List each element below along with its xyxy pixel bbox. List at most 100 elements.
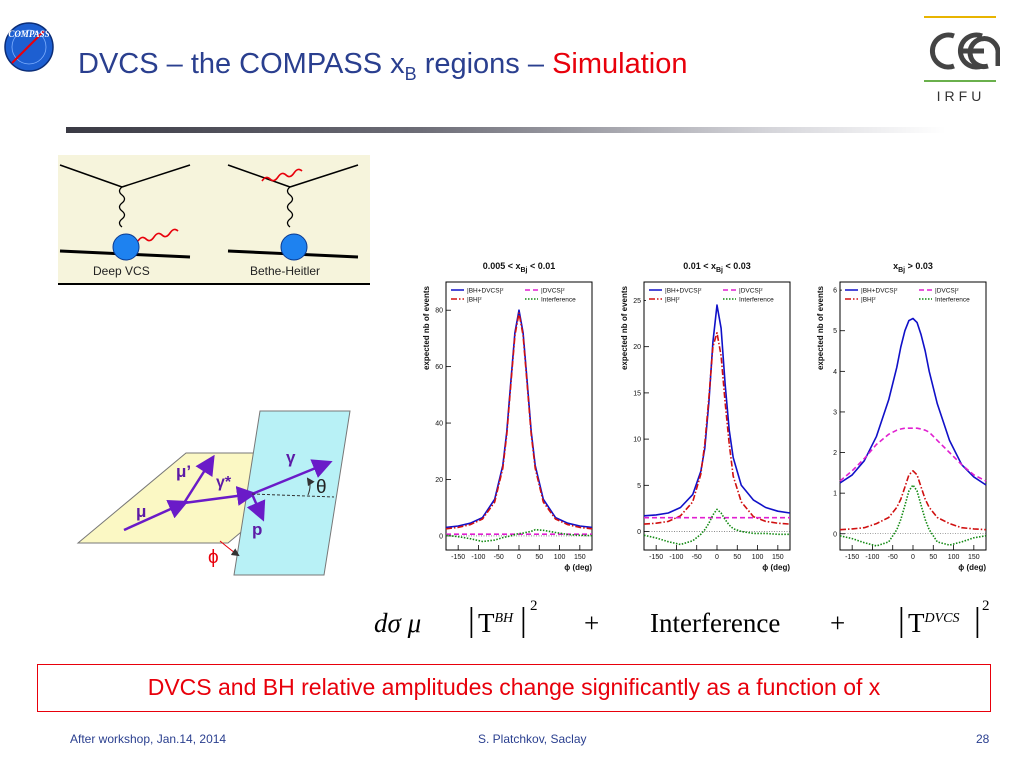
y-tick-label: 5 bbox=[637, 483, 641, 490]
legend-label-bh: |BH|² bbox=[665, 297, 680, 304]
formula-power-2: 2 bbox=[982, 598, 990, 614]
y-tick-label: 2 bbox=[833, 450, 837, 457]
formula-plus-2: + bbox=[830, 608, 846, 638]
phi-label: ϕ bbox=[208, 547, 219, 568]
y-tick-label: 20 bbox=[633, 344, 641, 351]
compass-logo-text: COMPASS bbox=[8, 29, 49, 39]
legend-label-interference: Interference bbox=[541, 297, 576, 304]
plot-title-end: < 0.01 bbox=[528, 261, 556, 271]
legend-label-bh: |BH|² bbox=[467, 297, 482, 304]
plot-title-end: < 0.03 bbox=[723, 261, 751, 271]
legend-box bbox=[646, 284, 788, 304]
legend-box bbox=[842, 284, 984, 304]
legend-label-interference: Interference bbox=[739, 297, 774, 304]
series-line-total bbox=[445, 309, 593, 529]
plot-title: 0.01 < xBj < 0.03 bbox=[683, 261, 751, 274]
series-line-bh bbox=[839, 470, 987, 531]
y-tick-label: 0 bbox=[637, 529, 641, 536]
y-tick-label: 60 bbox=[435, 364, 443, 371]
formula-plus-1: + bbox=[584, 608, 600, 638]
feynman-svg bbox=[59, 164, 359, 261]
series-line-bh bbox=[445, 312, 593, 530]
legend-label-interference: Interference bbox=[935, 297, 970, 304]
y-tick-label: 1 bbox=[833, 491, 837, 498]
title-mid: regions – bbox=[416, 48, 553, 80]
y-tick-label: 3 bbox=[833, 409, 837, 416]
plot-high-xbj: xBj > 0.03 -150 -100 -50 0 50 100 150 0 1 2 3 4 5 6 ϕ (… bbox=[814, 258, 994, 578]
legend-label-total: |BH+DVCS|² bbox=[665, 288, 702, 295]
series-line-total bbox=[839, 317, 987, 486]
abs-bar-4: | bbox=[974, 602, 981, 639]
title-highlight: Simulation bbox=[552, 48, 688, 80]
series-line-interference bbox=[643, 508, 790, 546]
deep-vcs-label: Deep VCS bbox=[93, 264, 150, 278]
x-tick-label: -150 bbox=[451, 554, 465, 561]
formula-lhs: dσ μ bbox=[374, 608, 422, 638]
abs-bar-2: | bbox=[520, 602, 527, 639]
y-tick-label: 25 bbox=[633, 298, 641, 305]
formula-t-dvcs: TDVCS bbox=[908, 608, 960, 638]
y-axis-label: expected nb of events bbox=[620, 285, 629, 370]
x-tick-label: -50 bbox=[692, 554, 702, 561]
x-tick-label: 50 bbox=[929, 554, 937, 561]
x-tick-label: 50 bbox=[535, 554, 543, 561]
title-subscript: B bbox=[404, 63, 417, 84]
irfu-label: IRFU bbox=[936, 88, 986, 104]
x-tick-label: 50 bbox=[733, 554, 741, 561]
legend-label-total: |BH+DVCS|² bbox=[861, 288, 898, 295]
conclusion-box: DVCS and BH relative amplitudes change s… bbox=[37, 664, 991, 712]
x-tick-label: 100 bbox=[554, 554, 566, 561]
x-tick-label: 0 bbox=[911, 554, 915, 561]
y-tick-label: 4 bbox=[833, 369, 837, 376]
footer-center: S. Platchkov, Saclay bbox=[478, 732, 587, 746]
plot-title-main: 0.01 < x bbox=[683, 261, 716, 271]
cross-section-formula: dσ μ | TBH | 2 + Interference + | TDVCS … bbox=[372, 596, 992, 656]
x-tick-label: 150 bbox=[968, 554, 980, 561]
feynman-diagrams: Deep VCS Bethe-Heitler bbox=[58, 155, 370, 283]
plot-title-sub: Bj bbox=[716, 267, 723, 274]
conclusion-text: DVCS and BH relative amplitudes change s… bbox=[147, 674, 881, 700]
y-axis-label: expected nb of events bbox=[422, 285, 431, 370]
plot-title-sub: Bj bbox=[521, 267, 528, 274]
plot-title: xBj > 0.03 bbox=[893, 261, 933, 274]
plot-frame bbox=[839, 281, 987, 551]
x-tick-label: -50 bbox=[888, 554, 898, 561]
x-tick-label: -100 bbox=[865, 554, 879, 561]
gamma-star-label: γ* bbox=[216, 474, 232, 491]
x-tick-label: 0 bbox=[715, 554, 719, 561]
x-tick-label: -50 bbox=[494, 554, 504, 561]
y-tick-label: 20 bbox=[435, 477, 443, 484]
proton-label: p bbox=[252, 520, 262, 539]
formula-t-bh: TBH bbox=[478, 608, 514, 638]
plot-mid-xbj: 0.01 < xBj < 0.03 -150 -100 -50 0 50 100 150 0 5 1… bbox=[618, 258, 798, 578]
legend-label-dvcs: |DVCS|² bbox=[739, 288, 763, 295]
cea-irfu-logo: IRFU bbox=[918, 10, 1004, 110]
plot-title-end: > 0.03 bbox=[905, 261, 933, 271]
y-tick-label: 5 bbox=[833, 328, 837, 335]
legend-label-dvcs: |DVCS|² bbox=[541, 288, 565, 295]
footer-left: After workshop, Jan.14, 2014 bbox=[70, 732, 227, 746]
x-tick-label: 0 bbox=[517, 554, 521, 561]
x-tick-label: 150 bbox=[772, 554, 784, 561]
x-tick-label: 100 bbox=[752, 554, 764, 561]
formula-power-1: 2 bbox=[530, 598, 538, 614]
page-title: DVCS – the COMPASS xB regions – Simulati… bbox=[78, 48, 687, 85]
y-tick-label: 80 bbox=[435, 308, 443, 315]
abs-bar-3: | bbox=[898, 602, 905, 639]
kinematics-diagram: μ μ’ γ* γ θ p ϕ bbox=[76, 410, 351, 576]
y-tick-label: 0 bbox=[439, 533, 443, 540]
series-line-interference bbox=[839, 484, 987, 547]
title-prefix: DVCS – the COMPASS x bbox=[78, 48, 405, 80]
legend-box bbox=[448, 284, 590, 304]
bethe-heitler-label: Bethe-Heitler bbox=[250, 264, 321, 278]
series-line-total bbox=[643, 304, 791, 517]
series-line-interference bbox=[445, 528, 593, 543]
y-axis-label: expected nb of events bbox=[816, 285, 825, 370]
mu-label: μ bbox=[136, 502, 146, 521]
plot-title-main: x bbox=[893, 261, 898, 271]
legend-label-total: |BH+DVCS|² bbox=[467, 288, 504, 295]
plot-low-xbj: 0.005 < xBj < 0.01 -150 -100 -50 0 50 100 150 0 2… bbox=[420, 258, 600, 578]
title-rule bbox=[66, 127, 946, 133]
x-axis-label: ϕ (deg) bbox=[564, 563, 592, 572]
x-tick-label: 150 bbox=[574, 554, 586, 561]
